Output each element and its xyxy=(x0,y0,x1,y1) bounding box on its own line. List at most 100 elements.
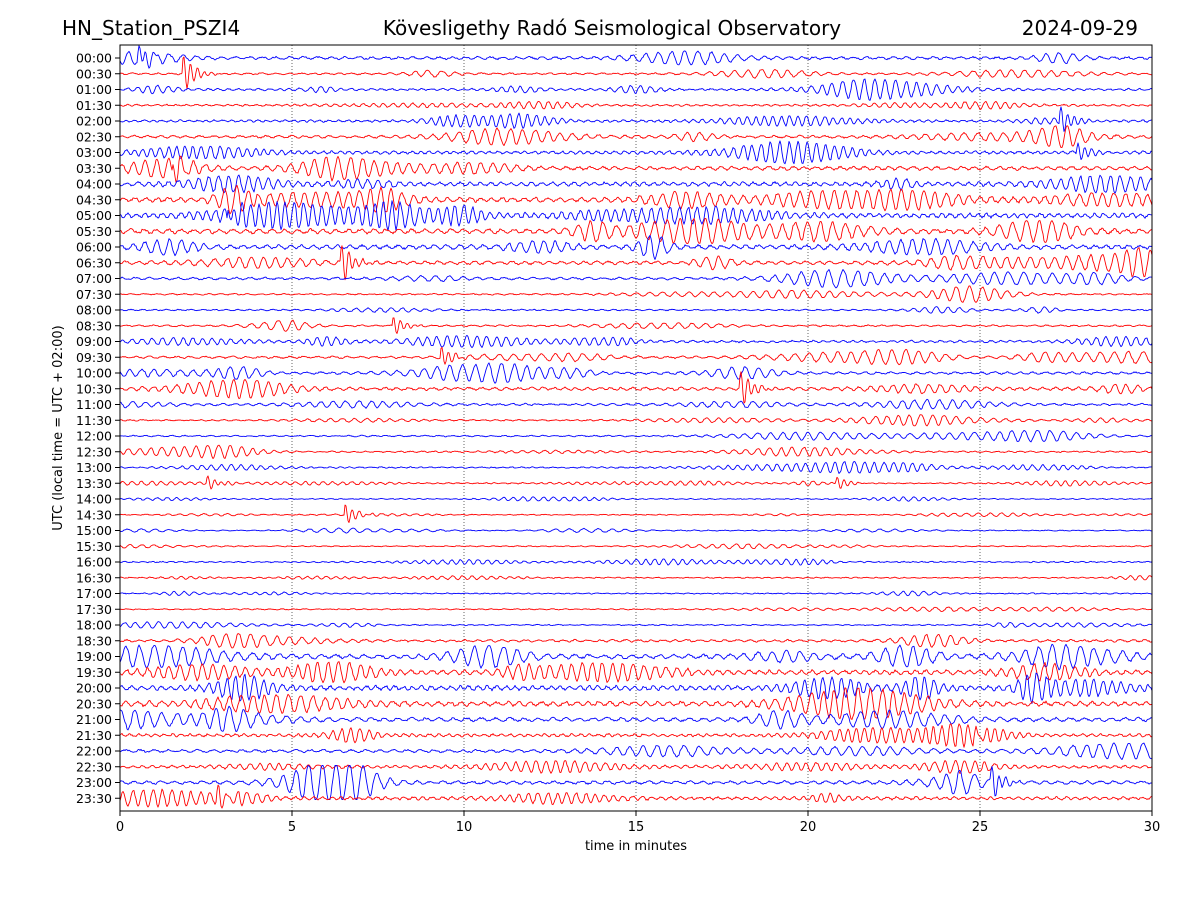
trace-0900 xyxy=(119,334,1153,349)
y-tick-label: 18:00 xyxy=(76,618,112,633)
y-tick-label: 07:30 xyxy=(76,287,112,302)
y-tick-label: 21:30 xyxy=(76,728,112,743)
y-tick-label: 14:30 xyxy=(76,507,112,522)
trace-0800 xyxy=(119,306,1153,314)
y-tick-label: 17:00 xyxy=(76,586,112,601)
trace-1000 xyxy=(119,362,1153,384)
trace-1400 xyxy=(119,496,1153,502)
trace-1530 xyxy=(119,543,1153,550)
trace-0230 xyxy=(119,125,1153,149)
trace-2200 xyxy=(119,742,1153,760)
x-tick-label: 30 xyxy=(1144,820,1161,835)
x-tick-label: 20 xyxy=(800,820,817,835)
y-tick-label: 03:30 xyxy=(76,161,112,176)
trace-1930 xyxy=(119,661,1153,684)
y-tick-label: 00:00 xyxy=(76,51,112,66)
y-tick-label: 08:30 xyxy=(76,318,112,333)
y-tick-label: 16:00 xyxy=(76,555,112,570)
y-tick-label: 10:30 xyxy=(76,381,112,396)
y-tick-label: 00:30 xyxy=(76,66,112,81)
y-axis-label: UTC (local time = UTC + 02:00) xyxy=(51,325,66,530)
trace-2130 xyxy=(119,723,1153,748)
y-tick-label: 05:30 xyxy=(76,224,112,239)
trace-0500 xyxy=(119,200,1153,231)
y-axis-ticks: 00:0000:3001:0001:3002:0002:3003:0003:30… xyxy=(76,51,120,806)
x-tick-label: 0 xyxy=(116,820,124,835)
y-tick-label: 02:00 xyxy=(76,114,112,129)
y-tick-label: 17:30 xyxy=(76,602,112,617)
plot-frame xyxy=(119,44,1153,812)
y-tick-label: 21:00 xyxy=(76,712,112,727)
y-tick-label: 05:00 xyxy=(76,208,112,223)
y-tick-label: 02:30 xyxy=(76,129,112,144)
trace-1830 xyxy=(119,633,1153,649)
trace-1500 xyxy=(119,527,1153,534)
y-tick-label: 11:30 xyxy=(76,413,112,428)
trace-0300 xyxy=(119,140,1153,165)
y-tick-label: 12:30 xyxy=(76,444,112,459)
y-tick-label: 15:00 xyxy=(76,523,112,538)
trace-1600 xyxy=(119,558,1153,566)
observatory-title: Kövesligethy Radó Seismological Observat… xyxy=(383,16,841,40)
trace-2330 xyxy=(119,784,1153,809)
trace-1100 xyxy=(119,398,1153,410)
y-tick-label: 09:30 xyxy=(76,350,112,365)
trace-2300 xyxy=(119,765,1153,800)
y-tick-label: 20:00 xyxy=(76,681,112,696)
trace-0400 xyxy=(119,174,1153,194)
y-tick-label: 12:00 xyxy=(76,429,112,444)
y-tick-label: 13:00 xyxy=(76,460,112,475)
y-tick-label: 22:00 xyxy=(76,744,112,759)
trace-1200 xyxy=(119,429,1153,443)
trace-1630 xyxy=(119,575,1153,581)
x-axis-label: time in minutes xyxy=(585,839,687,854)
y-tick-label: 22:30 xyxy=(76,759,112,774)
trace-0700 xyxy=(119,269,1153,289)
trace-1700 xyxy=(119,590,1153,597)
date-title: 2024-09-29 xyxy=(1022,16,1138,40)
y-tick-label: 08:00 xyxy=(76,303,112,318)
y-tick-label: 16:30 xyxy=(76,570,112,585)
y-tick-label: 20:30 xyxy=(76,696,112,711)
x-tick-label: 15 xyxy=(628,820,645,835)
trace-0830 xyxy=(119,317,1153,334)
x-tick-label: 10 xyxy=(456,820,473,835)
trace-0330 xyxy=(119,155,1153,183)
y-tick-label: 04:30 xyxy=(76,192,112,207)
y-tick-label: 13:30 xyxy=(76,476,112,491)
y-tick-label: 14:00 xyxy=(76,492,112,507)
trace-1730 xyxy=(119,606,1153,612)
trace-0430 xyxy=(119,184,1153,215)
y-tick-label: 04:00 xyxy=(76,177,112,192)
y-tick-label: 18:30 xyxy=(76,633,112,648)
y-tick-label: 01:00 xyxy=(76,82,112,97)
y-tick-label: 07:00 xyxy=(76,271,112,286)
trace-2030 xyxy=(119,687,1153,720)
trace-0600 xyxy=(119,234,1153,260)
trace-2000 xyxy=(119,672,1153,704)
x-tick-label: 25 xyxy=(972,820,989,835)
trace-1130 xyxy=(119,414,1153,427)
y-tick-label: 01:30 xyxy=(76,98,112,113)
y-tick-label: 23:00 xyxy=(76,775,112,790)
y-tick-label: 03:00 xyxy=(76,145,112,160)
trace-1330 xyxy=(119,475,1153,490)
trace-0030 xyxy=(119,56,1153,90)
y-tick-label: 23:30 xyxy=(76,791,112,806)
trace-1900 xyxy=(119,643,1153,671)
y-tick-label: 19:00 xyxy=(76,649,112,664)
trace-1430 xyxy=(119,504,1153,524)
y-tick-label: 15:30 xyxy=(76,539,112,554)
x-axis-ticks: 0 5 10 15 20 25 30 xyxy=(116,811,1160,835)
trace-1030 xyxy=(119,371,1153,404)
trace-0200 xyxy=(119,106,1153,132)
y-tick-label: 11:00 xyxy=(76,397,112,412)
trace-0000 xyxy=(119,45,1153,69)
y-tick-label: 06:30 xyxy=(76,255,112,270)
trace-0130 xyxy=(119,100,1153,111)
y-tick-label: 09:00 xyxy=(76,334,112,349)
trace-2230 xyxy=(119,760,1153,774)
station-title: HN_Station_PSZI4 xyxy=(62,16,240,40)
trace-0630 xyxy=(119,245,1153,281)
trace-0930 xyxy=(119,346,1153,366)
